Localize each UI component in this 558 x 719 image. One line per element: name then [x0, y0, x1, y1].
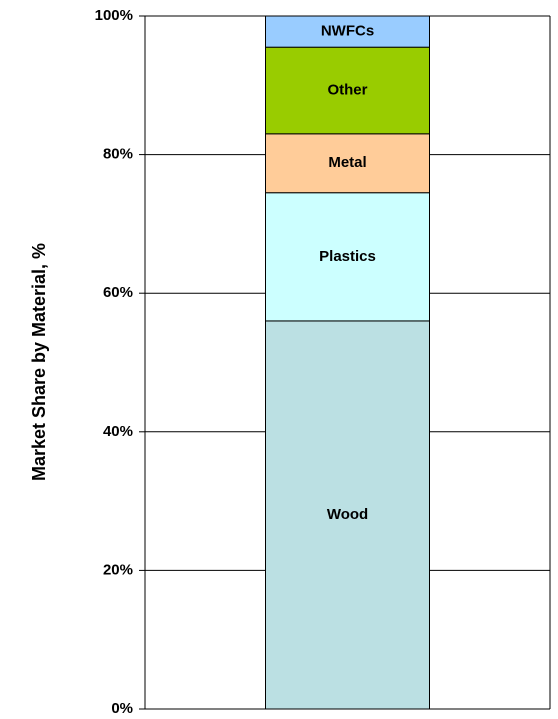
y-tick-label: 20%	[103, 561, 133, 578]
y-tick-label: 0%	[111, 700, 133, 717]
segment-label: Other	[327, 81, 367, 98]
segment-label: Wood	[327, 506, 368, 523]
segment-label: Metal	[328, 154, 366, 171]
y-tick-label: 60%	[103, 284, 133, 301]
y-tick-label: 100%	[95, 7, 133, 24]
bar-segment	[265, 320, 430, 710]
y-axis-label: Market Share by Material, %	[29, 243, 49, 481]
bar-segment	[265, 192, 430, 322]
y-tick-label: 80%	[103, 146, 133, 163]
bar-segment	[265, 133, 430, 194]
segment-label: NWFCs	[321, 23, 374, 40]
bar-segment	[265, 46, 430, 135]
y-tick-label: 40%	[103, 423, 133, 440]
segment-label: Plastics	[319, 248, 376, 265]
bar-segment	[265, 15, 430, 48]
